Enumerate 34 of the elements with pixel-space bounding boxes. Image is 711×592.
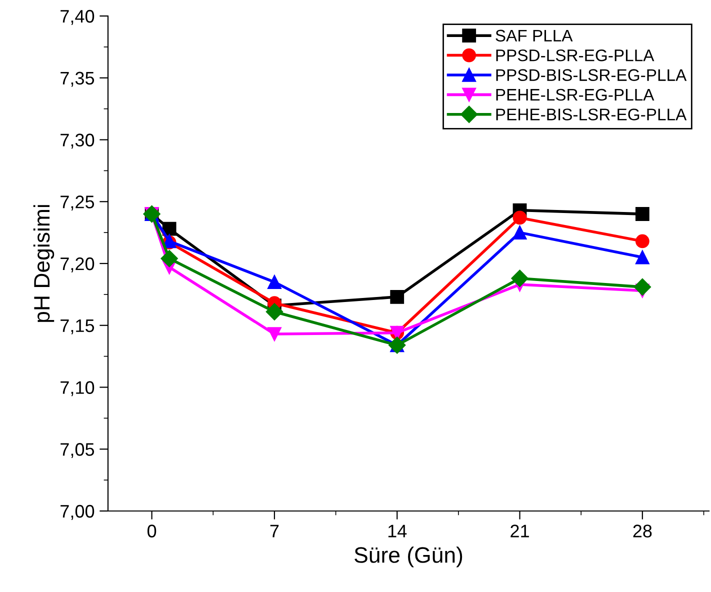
point [160,250,178,268]
point [634,278,651,296]
y-axis-title: pH Degisimi [33,205,54,322]
point [635,250,650,264]
point [268,327,282,341]
point [512,226,527,240]
y-tick-label: 7,15 [60,319,94,334]
legend-label: PEHE-BIS-LSR-EG-PLLA [496,108,687,120]
y-tick-label: 7,20 [60,257,94,272]
point [635,234,650,248]
point [268,275,282,290]
point [162,222,176,236]
x-tick-label: 7 [270,524,279,538]
legend-label: PPSD-LSR-EG-PLLA [496,49,654,62]
legend-label: PPSD-BIS-LSR-EG-PLLA [496,69,687,81]
x-tick-label: 28 [633,524,652,538]
y-tick-label: 7,00 [60,504,94,520]
x-axis-title: Süre (Gün) [354,546,462,568]
point [512,210,527,225]
legend-label: SAF PLLA [496,30,573,42]
y-tick-label: 7,35 [60,72,94,87]
y-tick-label: 7,40 [60,10,94,25]
x-tick-label: 0 [147,524,156,538]
legend-label: PEHE-LSR-EG-PLLA [496,88,654,101]
x-tick-label: 14 [388,524,407,538]
y-tick-label: 7,25 [60,196,94,210]
x-tick-label: 21 [510,524,529,538]
y-tick-label: 7,10 [60,381,94,396]
y-tick-label: 7,05 [60,443,94,458]
point [266,303,284,320]
point [511,270,528,287]
point [635,207,650,221]
point [390,290,404,304]
y-tick-label: 7,30 [60,134,94,149]
